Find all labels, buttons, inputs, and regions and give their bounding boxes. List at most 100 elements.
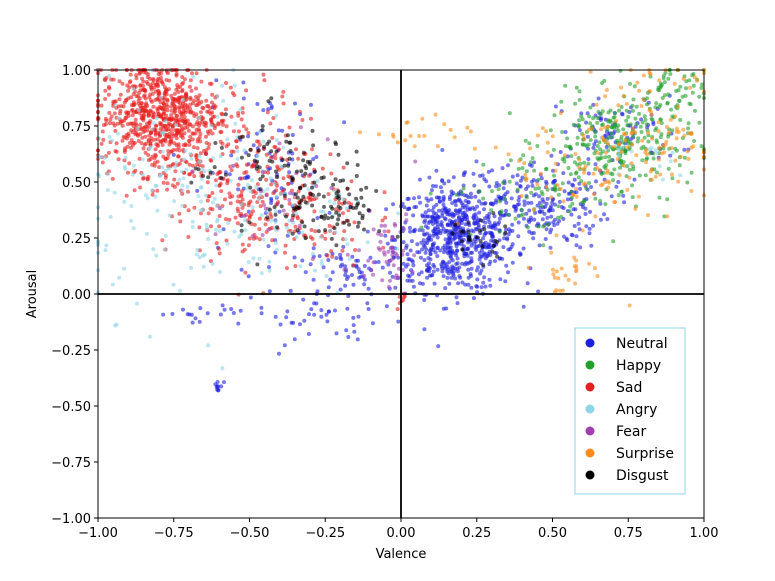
point-neutral: [565, 238, 570, 243]
point-sad: [183, 110, 188, 115]
point-sad: [106, 92, 111, 97]
point-disgust: [219, 175, 224, 180]
point-angry: [239, 202, 244, 207]
point-sad: [187, 84, 192, 89]
point-surprise: [650, 136, 655, 141]
point-angry: [129, 218, 134, 223]
point-neutral: [529, 200, 534, 205]
point-surprise: [669, 146, 674, 150]
point-disgust: [252, 158, 257, 163]
point-surprise: [573, 152, 578, 156]
point-disgust: [329, 236, 334, 241]
point-neutral: [493, 259, 497, 263]
point-surprise: [408, 134, 413, 138]
point-surprise: [639, 104, 644, 108]
point-disgust: [481, 262, 486, 267]
point-disgust: [269, 149, 274, 154]
point-neutral: [451, 271, 455, 276]
point-neutral: [458, 199, 463, 204]
point-neutral: [494, 198, 499, 203]
point-angry: [267, 259, 272, 264]
point-neutral: [473, 226, 478, 231]
point-neutral: [446, 242, 450, 247]
point-neutral: [251, 143, 256, 148]
point-disgust: [201, 173, 205, 178]
point-sad: [327, 223, 332, 228]
point-neutral: [516, 220, 521, 225]
point-neutral: [267, 265, 271, 270]
series-fear: [190, 125, 418, 289]
point-happy: [551, 187, 556, 192]
point-sad: [139, 141, 144, 146]
point-angry: [210, 261, 215, 266]
point-surprise: [574, 267, 579, 272]
point-happy: [662, 80, 667, 85]
point-neutral: [518, 178, 523, 183]
point-sad: [180, 127, 185, 132]
point-neutral: [477, 210, 482, 215]
point-angry: [226, 221, 231, 225]
point-neutral: [236, 187, 241, 192]
point-happy: [662, 214, 667, 219]
point-surprise: [606, 185, 611, 190]
point-angry: [347, 257, 352, 261]
point-sad: [140, 87, 145, 92]
point-neutral: [439, 189, 444, 194]
point-disgust: [362, 227, 366, 232]
point-sad: [100, 129, 105, 134]
point-happy: [619, 158, 624, 163]
point-sad: [216, 246, 221, 251]
point-neutral: [549, 153, 554, 158]
point-surprise: [545, 140, 550, 145]
point-sad: [198, 139, 203, 144]
point-neutral: [472, 183, 477, 188]
point-neutral: [273, 314, 278, 319]
point-sad: [234, 145, 239, 150]
point-neutral: [481, 280, 486, 285]
point-fear: [397, 266, 401, 271]
point-angry: [205, 226, 209, 231]
point-neutral: [605, 217, 610, 222]
point-happy: [507, 179, 512, 184]
point-neutral: [460, 205, 465, 210]
point-sad: [349, 179, 354, 184]
point-happy: [577, 97, 582, 102]
point-sad: [169, 104, 174, 109]
point-sad: [296, 189, 301, 194]
point-happy: [530, 156, 535, 161]
point-sad: [195, 162, 200, 167]
point-neutral: [383, 233, 388, 238]
point-sad: [309, 116, 313, 121]
point-happy: [621, 127, 626, 132]
point-neutral: [469, 259, 474, 264]
point-neutral: [171, 152, 176, 157]
point-sad: [194, 71, 199, 76]
point-disgust: [305, 159, 310, 164]
point-disgust: [260, 128, 265, 132]
point-neutral: [469, 195, 474, 200]
point-neutral: [486, 169, 491, 174]
point-angry: [180, 203, 185, 208]
point-surprise: [659, 151, 664, 156]
x-tick-label: 0.00: [387, 526, 416, 541]
point-neutral: [412, 196, 416, 201]
point-happy: [610, 172, 615, 177]
point-disgust: [450, 231, 455, 236]
point-disgust: [282, 163, 287, 168]
point-sad: [179, 124, 184, 129]
point-neutral: [376, 260, 381, 264]
point-sad: [163, 156, 168, 161]
point-happy: [630, 134, 635, 139]
point-surprise: [577, 157, 582, 162]
point-neutral: [464, 193, 469, 198]
point-disgust: [335, 195, 340, 200]
point-neutral: [535, 203, 540, 208]
point-neutral: [468, 207, 473, 212]
point-neutral: [645, 125, 650, 130]
point-neutral: [463, 282, 468, 287]
point-neutral: [427, 219, 432, 224]
point-sad: [182, 77, 187, 82]
point-happy: [575, 141, 580, 146]
point-neutral: [598, 201, 603, 206]
point-neutral: [479, 268, 484, 273]
